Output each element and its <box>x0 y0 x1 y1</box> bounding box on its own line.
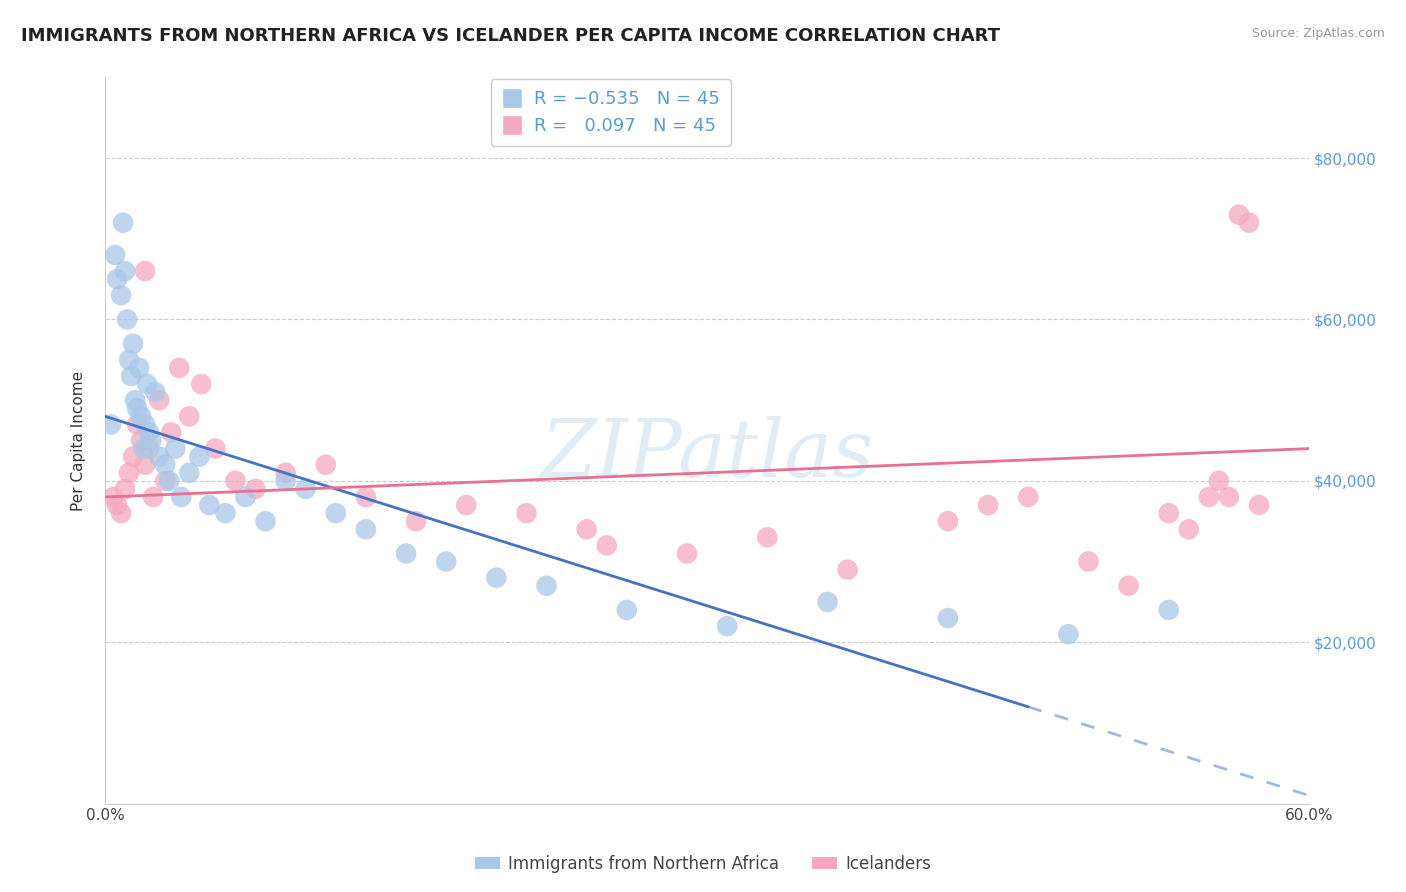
Point <box>315 458 337 472</box>
Point <box>138 442 160 456</box>
Point <box>354 522 377 536</box>
Point <box>245 482 267 496</box>
Point <box>143 385 166 400</box>
Point <box>1247 498 1270 512</box>
Point <box>837 563 859 577</box>
Point <box>124 393 146 408</box>
Point <box>134 264 156 278</box>
Point <box>1118 579 1140 593</box>
Point <box>977 498 1000 512</box>
Point <box>1198 490 1220 504</box>
Point <box>129 434 152 448</box>
Point <box>214 506 236 520</box>
Point <box>756 530 779 544</box>
Point <box>536 579 558 593</box>
Point <box>127 417 149 432</box>
Text: Source: ZipAtlas.com: Source: ZipAtlas.com <box>1251 27 1385 40</box>
Point <box>167 360 190 375</box>
Y-axis label: Per Capita Income: Per Capita Income <box>72 370 86 510</box>
Point <box>134 458 156 472</box>
Point <box>136 377 159 392</box>
Point <box>160 425 183 440</box>
Point <box>148 450 170 464</box>
Legend: Immigrants from Northern Africa, Icelanders: Immigrants from Northern Africa, Iceland… <box>468 848 938 880</box>
Point <box>122 336 145 351</box>
Point <box>198 498 221 512</box>
Point <box>716 619 738 633</box>
Text: IMMIGRANTS FROM NORTHERN AFRICA VS ICELANDER PER CAPITA INCOME CORRELATION CHART: IMMIGRANTS FROM NORTHERN AFRICA VS ICELA… <box>21 27 1000 45</box>
Point <box>354 490 377 504</box>
Point <box>456 498 478 512</box>
Point <box>1017 490 1039 504</box>
Point <box>274 466 297 480</box>
Point <box>112 216 135 230</box>
Point <box>170 490 193 504</box>
Point <box>1227 208 1250 222</box>
Point <box>515 506 537 520</box>
Point <box>254 514 277 528</box>
Point <box>1218 490 1240 504</box>
Point <box>138 425 160 440</box>
Point <box>190 377 212 392</box>
Point <box>129 409 152 424</box>
Point <box>128 360 150 375</box>
Point <box>110 288 132 302</box>
Point <box>596 538 619 552</box>
Point <box>120 369 142 384</box>
Point <box>110 506 132 520</box>
Point <box>153 474 176 488</box>
Point <box>204 442 226 456</box>
Point <box>936 514 959 528</box>
Point <box>179 409 201 424</box>
Point <box>115 312 138 326</box>
Point <box>434 555 457 569</box>
Point <box>1077 555 1099 569</box>
Point <box>395 547 418 561</box>
Point <box>1178 522 1201 536</box>
Point <box>118 352 141 367</box>
Point <box>676 547 699 561</box>
Point <box>817 595 839 609</box>
Point <box>101 490 124 504</box>
Point <box>616 603 638 617</box>
Point <box>485 571 508 585</box>
Point <box>141 434 163 448</box>
Point <box>179 466 201 480</box>
Point <box>1208 474 1230 488</box>
Point <box>1157 506 1180 520</box>
Point <box>235 490 257 504</box>
Point <box>134 417 156 432</box>
Point <box>118 466 141 480</box>
Point <box>122 450 145 464</box>
Point <box>1237 216 1260 230</box>
Point <box>114 482 136 496</box>
Point <box>104 248 127 262</box>
Point <box>274 474 297 488</box>
Legend: R = −0.535   N = 45, R =   0.097   N = 45: R = −0.535 N = 45, R = 0.097 N = 45 <box>491 79 731 146</box>
Point <box>1057 627 1080 641</box>
Point <box>148 393 170 408</box>
Point <box>100 417 122 432</box>
Point <box>142 490 165 504</box>
Point <box>165 442 187 456</box>
Point <box>127 401 149 416</box>
Point <box>157 474 180 488</box>
Point <box>936 611 959 625</box>
Point <box>114 264 136 278</box>
Point <box>188 450 211 464</box>
Point <box>105 498 128 512</box>
Text: ZIPatlas: ZIPatlas <box>540 417 875 494</box>
Point <box>575 522 598 536</box>
Point <box>153 458 176 472</box>
Point <box>1157 603 1180 617</box>
Point <box>132 442 155 456</box>
Point <box>294 482 316 496</box>
Point <box>405 514 427 528</box>
Point <box>105 272 128 286</box>
Point <box>325 506 347 520</box>
Point <box>224 474 246 488</box>
